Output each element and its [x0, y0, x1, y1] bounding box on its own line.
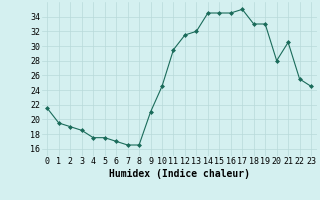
- X-axis label: Humidex (Indice chaleur): Humidex (Indice chaleur): [109, 169, 250, 179]
